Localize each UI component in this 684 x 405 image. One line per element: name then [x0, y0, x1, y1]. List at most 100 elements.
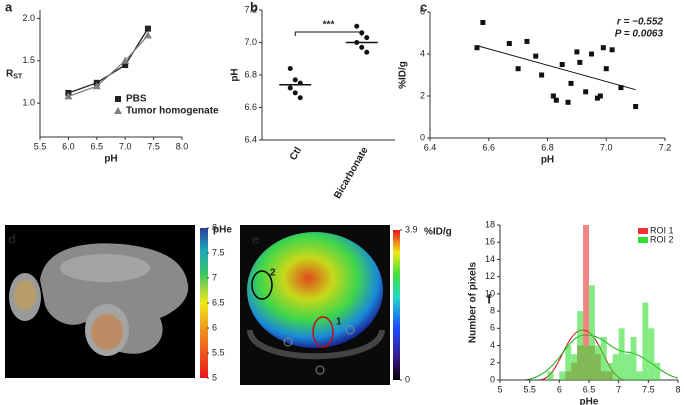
dot [287, 66, 293, 71]
histogram-bar [589, 285, 595, 380]
colorbar-tick-label: 7 [212, 272, 217, 282]
x-tick-label: 5.5 [34, 141, 47, 151]
point [539, 72, 545, 78]
point [565, 99, 571, 105]
annotation: P = 0.0063 [615, 29, 664, 40]
y-tick-label: 4 [490, 340, 495, 350]
histogram-bar [612, 354, 619, 380]
panel-label: e [252, 231, 259, 246]
legend-swatch [638, 228, 648, 234]
histogram-bar [547, 371, 554, 380]
pet-image [240, 225, 390, 385]
mri-image [5, 225, 195, 378]
region-label: 1 [336, 317, 342, 328]
x-tick-label: 7.5 [642, 384, 655, 394]
x-tick-label: 6 [557, 384, 562, 394]
x-tick-label: 7.2 [659, 142, 672, 152]
marker [115, 96, 121, 102]
colorbar [200, 228, 208, 378]
x-tick-label: 6.8 [541, 142, 554, 152]
dot [354, 23, 360, 29]
point [480, 20, 486, 25]
point [550, 93, 556, 99]
legend-swatch [638, 237, 648, 243]
histogram-bar [624, 354, 631, 380]
series-line [68, 34, 149, 97]
colorbar-tick-label: 0 [405, 374, 410, 384]
x-tick-label: 5 [497, 384, 502, 394]
x-axis-label: pHe [580, 397, 599, 405]
region-label: 2 [270, 268, 276, 279]
y-tick-label: 6 [490, 323, 495, 333]
point [533, 53, 539, 59]
y-label-main: R [6, 68, 14, 79]
histogram-bar [559, 371, 566, 380]
y-tick-label: 0 [490, 374, 495, 384]
panel-label: c [420, 0, 427, 14]
x-tick-label: 7.0 [119, 141, 132, 151]
x-tick-label: 8.0 [176, 141, 189, 151]
colorbar-tick-label: 5.5 [212, 347, 225, 357]
significance-label: *** [323, 20, 335, 31]
histogram-bar [630, 336, 637, 380]
x-tick-label: 6.5 [91, 141, 104, 151]
point [597, 93, 603, 99]
point [524, 38, 530, 44]
x-tick-label: 7 [616, 384, 621, 394]
y-tick-label: 2.0 [22, 13, 35, 23]
point [600, 45, 606, 51]
x-tick-label: 6.4 [424, 142, 437, 152]
marker [64, 92, 73, 100]
y-tick-label: 10 [485, 288, 495, 298]
histogram-bar [600, 336, 607, 380]
colorbar-tick-label: 7.5 [212, 247, 225, 257]
histogram-bar [636, 371, 643, 380]
point [474, 45, 480, 51]
x-axis-label: pH [541, 155, 554, 166]
y-axis-label: pH [230, 68, 241, 81]
colorbar-tick-label: 6 [212, 322, 217, 332]
panel-label: a [5, 0, 13, 14]
histogram-bar [583, 345, 589, 380]
y-tick-label: 6.6 [244, 102, 257, 112]
point [568, 80, 574, 86]
annotation: r = −0.552 [617, 17, 664, 28]
point [594, 95, 600, 101]
x-tick-label: 6.5 [583, 384, 596, 394]
dot [292, 90, 298, 96]
x-tick-label: 6.6 [482, 142, 495, 152]
y-tick-label: 0 [420, 132, 425, 142]
panel-label: b [250, 0, 258, 14]
legend-label: Tumor homogenate [126, 106, 219, 117]
point [553, 97, 559, 103]
marker [92, 82, 101, 90]
y-tick-label: 7.0 [244, 37, 257, 47]
colorbar [393, 230, 400, 380]
histogram-bar [648, 328, 655, 380]
point [515, 66, 521, 72]
y-label-sub: ST [13, 73, 23, 80]
legend-label: ROI 2 [650, 234, 674, 244]
point [589, 51, 595, 57]
dot [364, 49, 370, 55]
series-line [68, 28, 149, 94]
x-tick-label: Bicarbonate [332, 145, 371, 201]
colorbar-label: %ID/g [424, 227, 452, 238]
y-tick-label: 6.8 [244, 69, 257, 79]
y-tick-label: 2 [490, 357, 495, 367]
dot [292, 77, 298, 83]
point [603, 66, 609, 72]
x-tick-label: Ctl [288, 145, 304, 162]
legend-label: ROI 1 [650, 225, 674, 235]
y-tick-label: 1.5 [22, 55, 35, 65]
y-tick-label: 2 [420, 90, 425, 100]
colorbar-label: pHe [213, 225, 232, 236]
x-tick-label: 7.0 [600, 142, 613, 152]
colorbar-tick-label: 3.9 [405, 224, 418, 234]
y-tick-label: 18 [485, 219, 495, 229]
x-tick-label: 7.5 [147, 141, 160, 151]
histogram-bar [618, 328, 625, 380]
point [577, 59, 583, 65]
colorbar-tick-label: 8 [212, 222, 217, 232]
